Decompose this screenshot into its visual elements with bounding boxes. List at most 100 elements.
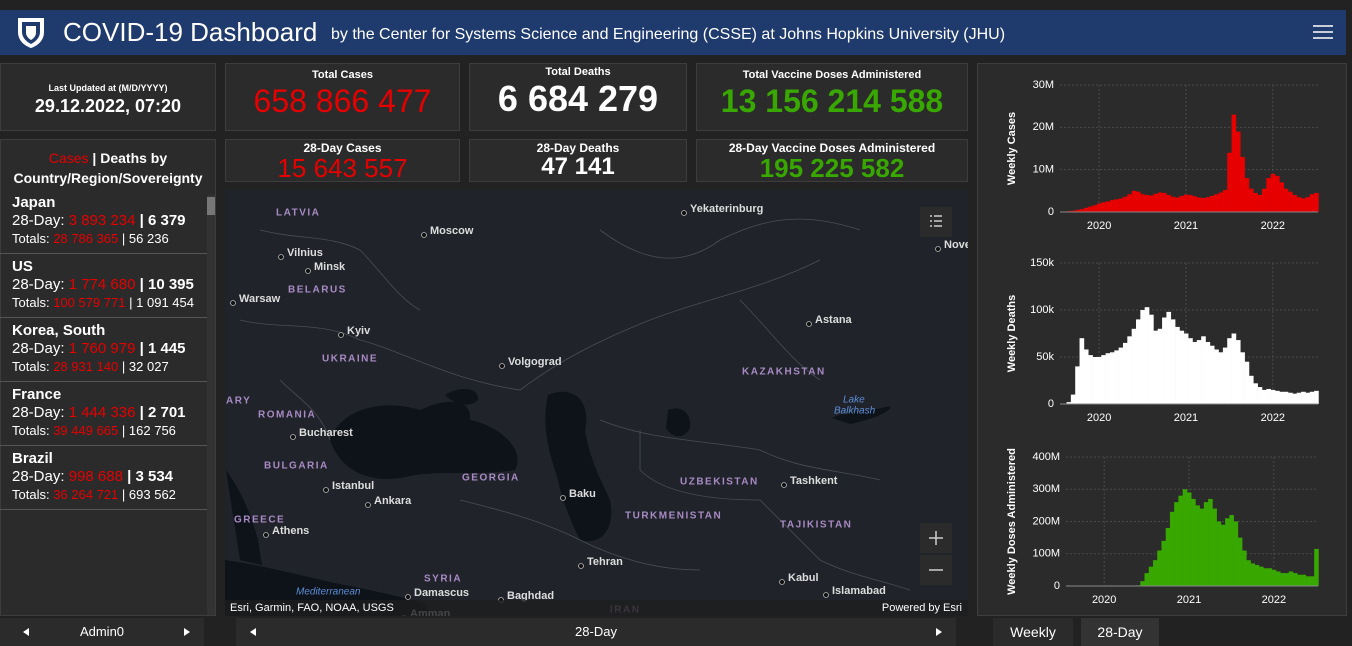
bar [1242, 550, 1247, 586]
bar [1233, 521, 1239, 586]
totals-row: Totals: 100 579 771 | 1 091 454 [12, 294, 199, 312]
country-item[interactable]: Brazil 28-Day: 998 688 | 3 534 Totals: 36 … [0, 446, 207, 510]
country-name: Brazil [12, 450, 53, 467]
y-tick-label: 100k [1030, 304, 1054, 316]
bar [1122, 342, 1128, 404]
y-tick-label: 150k [1030, 257, 1054, 269]
bar [1218, 352, 1224, 404]
map[interactable]: LATVIA Vilnius Minsk BELARUS Warsaw Moscow Yek… [225, 190, 968, 616]
bar [1199, 508, 1205, 586]
list-tab[interactable]: Admin0 [79, 624, 125, 639]
chart-tab[interactable]: Weekly [993, 618, 1073, 646]
map-city-label: Tashkent [790, 475, 838, 487]
list-title-cases[interactable]: Cases [48, 150, 89, 166]
map-city-label: Astana [815, 314, 853, 326]
bar [1227, 338, 1232, 404]
totals-row: Totals: 36 264 721 | 693 562 [12, 486, 199, 504]
list-title-rest[interactable]: Deaths by Country/Region/Sovereignty [13, 150, 203, 186]
bar [1186, 492, 1192, 586]
bar [1305, 197, 1311, 212]
recent-cases: 1 444 336 [68, 404, 136, 421]
zoom-out-button[interactable] [920, 555, 952, 585]
bar [1279, 182, 1284, 212]
bar [1148, 566, 1154, 586]
prev-button[interactable] [250, 628, 256, 636]
stat-label: Total Vaccine Doses Administered [742, 69, 922, 81]
country-row: Korea, South [12, 322, 199, 340]
bar [1109, 200, 1115, 212]
y-tick-label: 0 [1048, 398, 1054, 410]
footer: Admin0 28-Day Weekly 28-Day [0, 618, 1352, 646]
bar [1153, 193, 1159, 212]
recent-label: 28-Day: [12, 276, 65, 293]
bar [1179, 195, 1185, 212]
map-region-label: UKRAINE [322, 354, 378, 365]
map-city-dot [499, 363, 505, 369]
country-name: Korea, South [12, 322, 106, 339]
map-tab[interactable]: 28-Day [575, 624, 617, 639]
bar [1192, 196, 1198, 212]
bar [1292, 393, 1298, 404]
totals-label: Totals: [12, 359, 50, 374]
bar [1169, 511, 1175, 586]
next-button[interactable] [936, 628, 942, 636]
map-water-label: Mediterranean [296, 587, 361, 598]
recent-row: 28-Day: 998 688 | 3 534 [12, 468, 199, 486]
bar [1075, 366, 1080, 404]
country-row: Brazil [12, 450, 199, 468]
bar [1314, 390, 1319, 404]
recent-vaccine-panel: 28-Day Vaccine Doses Administered 195 22… [696, 139, 968, 182]
y-tick-label: 0 [1048, 206, 1054, 218]
map-city-dot [305, 268, 311, 274]
recent-cases: 1 760 979 [68, 340, 136, 357]
bar [1292, 573, 1298, 586]
prev-button[interactable] [23, 628, 29, 636]
x-tick-label: 2022 [1262, 594, 1286, 606]
bar [1227, 152, 1232, 212]
bar [1261, 389, 1267, 404]
country-item[interactable]: US 28-Day: 1 774 680 | 10 395 Totals: 100 … [0, 254, 207, 318]
bar [1240, 156, 1245, 212]
total-cases: 100 579 771 [53, 295, 126, 310]
bar [1149, 314, 1154, 404]
scrollbar[interactable] [207, 195, 215, 615]
powered-by[interactable]: Powered by Esri [881, 602, 962, 614]
y-tick-label: 30M [1033, 79, 1054, 91]
chart-tab[interactable]: 28-Day [1081, 618, 1159, 646]
total-deaths: 1 091 454 [136, 295, 194, 310]
map-region-label: BELARUS [288, 285, 347, 296]
bar [1105, 201, 1111, 212]
y-tick-label: 400M [1032, 451, 1060, 463]
bar [1284, 573, 1290, 586]
menu-button[interactable] [1313, 24, 1333, 40]
charts: 0 10M 20M 30M 2020 2021 2022 Weekly Cases 0 50k 10… [1006, 79, 1319, 606]
map-city-dot [779, 579, 785, 585]
recent-label: 28-Day: [12, 212, 65, 229]
title: COVID-19 Dashboard [63, 17, 318, 47]
zoom-in-button[interactable] [920, 523, 952, 553]
map-city-label: Kyiv [347, 325, 371, 337]
y-tick-label: 200M [1032, 515, 1060, 527]
map-city-dot [290, 434, 296, 440]
map-region-label: LATVIA [276, 208, 320, 219]
bar [1196, 340, 1202, 404]
bar [1305, 392, 1311, 404]
country-item[interactable]: Japan 28-Day: 3 893 234 | 6 379 Totals: 28… [0, 190, 207, 254]
x-tick-label: 2021 [1174, 220, 1198, 232]
bar [1259, 566, 1264, 586]
bar [1182, 489, 1188, 586]
x-tick-label: 2020 [1092, 594, 1116, 606]
totals-row: Totals: 28 931 140 | 32 027 [12, 358, 199, 376]
legend-button[interactable] [920, 207, 952, 237]
bar [1280, 573, 1285, 586]
map-city-label: Warsaw [239, 293, 281, 305]
country-item[interactable]: France 28-Day: 1 444 336 | 2 701 Totals: 3… [0, 382, 207, 446]
bar [1218, 192, 1224, 212]
bar [1297, 574, 1302, 586]
country-row: France [12, 386, 199, 404]
bar [1079, 209, 1085, 212]
next-button[interactable] [184, 628, 190, 636]
country-row: Japan [12, 194, 199, 212]
country-item[interactable]: Korea, South 28-Day: 1 760 979 | 1 445 Tot… [0, 318, 207, 382]
